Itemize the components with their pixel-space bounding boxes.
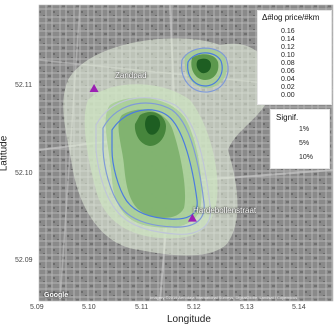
significance-contours (95, 47, 229, 235)
point-markers (89, 84, 197, 222)
poi-marker-hardebollenstraat (187, 213, 197, 222)
gradient-legend: Δ#log price/#km 0.16 0.14 0.12 0.10 0.08… (257, 10, 332, 105)
gradient-surface (63, 38, 271, 256)
x-tick-label: 5.12 (187, 304, 201, 311)
y-tick-label: 52.10 (15, 170, 33, 177)
signif-legend-title: Signif. (276, 113, 299, 122)
signif-legend-label: 10% (299, 154, 314, 161)
signif-legend: Signif. 1% 5% 10% (270, 109, 330, 169)
y-axis-title: Latitude (0, 135, 10, 172)
x-tick-label: 5.09 (30, 304, 44, 311)
signif-legend-label: 1% (299, 126, 310, 133)
google-logo: Google (44, 292, 69, 299)
y-tick-label: 52.09 (15, 257, 33, 264)
gradient-legend-label: 0.00 (281, 92, 295, 99)
poi-label-hardebollenstraat: Hardebollenstraat (193, 206, 257, 215)
x-tick-label: 5.10 (82, 304, 96, 311)
panel-border (38, 4, 334, 302)
gradient-legend-label: 0.06 (281, 68, 295, 75)
gradient-legend-label: 0.08 (281, 60, 295, 67)
x-tick-label: 5.13 (240, 304, 254, 311)
gradient-legend-title: Δ#log price/#km (262, 13, 320, 22)
y-tick-label: 52.11 (15, 82, 32, 89)
x-tick-label: 5.11 (135, 304, 149, 311)
signif-legend-label: 5% (299, 140, 310, 147)
poi-marker-zandpad (89, 84, 99, 92)
poi-label-zandpad: Zandpad (115, 71, 147, 80)
gradient-legend-label: 0.02 (281, 84, 295, 91)
gradient-legend-label: 0.14 (281, 36, 295, 43)
map-attribution: Imagery ©2019 Aerodata International Sur… (150, 295, 298, 300)
gradient-legend-label: 0.12 (281, 44, 295, 51)
x-tick-label: 5.14 (292, 304, 306, 311)
gradient-legend-label: 0.10 (281, 52, 295, 59)
gradient-legend-label: 0.04 (281, 76, 295, 83)
gradient-legend-label: 0.16 (281, 28, 295, 35)
x-axis-title: Longitude (167, 314, 211, 325)
